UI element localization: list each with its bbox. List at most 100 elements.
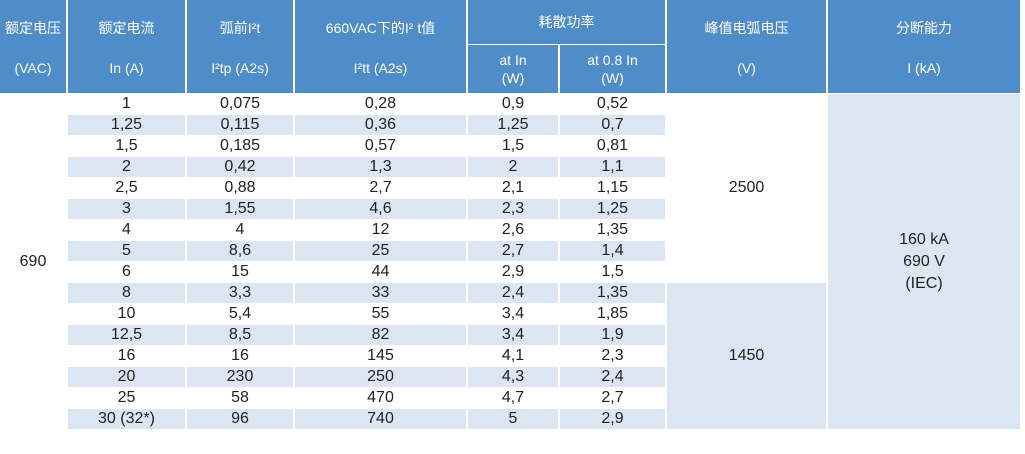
table-row: 30 (32*) 96 740 5 2,9 (0, 409, 1020, 429)
cell: 1,25 (560, 199, 665, 219)
header-title: at In (499, 52, 527, 68)
table-row: 10 5,4 55 3,4 1,85 (0, 304, 1020, 324)
cell: 82 (295, 325, 466, 345)
header-unit: (W) (501, 70, 525, 86)
cell: 0,81 (596, 137, 629, 154)
cell: 1,55 (187, 199, 293, 219)
cell: 4,3 (468, 367, 558, 387)
table-row: 1,5 0,185 0,57 1,5 0,81 (0, 136, 1020, 156)
table-row: 12,5 8,5 82 3,4 1,9 (0, 325, 1020, 345)
table-row: 25 58 470 4,7 2,7 (0, 388, 1020, 408)
cell: 3,4 (468, 325, 558, 345)
header-subcell: at In (W) (468, 45, 558, 93)
cell: 55 (371, 305, 390, 322)
table-row: 3 1,55 4,6 2,3 1,25 (0, 199, 1020, 219)
header-unit: I (kA) (907, 59, 941, 76)
cell: 1,9 (560, 325, 665, 345)
cell: 145 (367, 347, 394, 364)
rated-voltage: 690 (0, 94, 66, 429)
breaking-capacity: 160 kA 690 V (IEC) (828, 94, 1020, 429)
table-row: 690 1 0,075 0,28 0,9 0,52 2500 160 kA 690 V (IEC) (0, 94, 1020, 429)
cell: 2,4 (468, 283, 558, 303)
cell: 1,85 (596, 305, 629, 322)
cell: 5 (468, 409, 558, 429)
cell: 6 (122, 263, 131, 280)
header-unit: (VAC) (14, 59, 52, 76)
cell: 5,4 (228, 305, 252, 322)
cell: 1,3 (295, 157, 466, 177)
cell: 0,42 (187, 157, 293, 177)
cell: 16 (117, 347, 136, 364)
cell: 1,5 (601, 263, 624, 280)
cell: 1,1 (560, 157, 665, 177)
header-unit: I²tt (A2s) (353, 59, 408, 76)
cell: 2,3 (468, 199, 558, 219)
cell: 25 (295, 241, 466, 261)
cell: 0,52 (596, 95, 629, 112)
cell: 4 (235, 221, 245, 238)
cell: 4,7 (501, 389, 525, 406)
cell: 1,4 (560, 241, 665, 261)
cell: 2,9 (501, 263, 525, 280)
cell: 12 (371, 221, 390, 238)
header-title: 分断能力 (896, 19, 952, 36)
header-cell: 分断能力 I (kA) (828, 0, 1020, 93)
cell: 0,7 (560, 115, 665, 135)
table-row: 16 16 145 4,1 2,3 (0, 346, 1020, 366)
cell: 3,3 (187, 283, 293, 303)
cell: 3,4 (501, 305, 525, 322)
table-row: 5 8,6 25 2,7 1,4 (0, 241, 1020, 261)
cell: 0,9 (501, 95, 525, 112)
header-subcell: at 0.8 In (W) (560, 45, 665, 93)
header-unit: I²tp (A2s) (211, 59, 269, 76)
table-row: 2,5 0,88 2,7 2,1 1,15 (0, 178, 1020, 198)
cell: 1,25 (68, 115, 185, 135)
header-cell: 峰值电弧电压 (V) (667, 0, 826, 93)
header-unit: In (A) (109, 59, 144, 76)
cell: 0,36 (295, 115, 466, 135)
cell: 0,57 (364, 137, 397, 154)
arc-voltage: 2500 (667, 94, 826, 282)
header-title: 额定电流 (98, 19, 155, 36)
header-cell: 660VAC下的I² t值 I²tt (A2s) (295, 0, 466, 93)
cell: 0,185 (219, 137, 261, 154)
header-cell: 额定电流 In (A) (68, 0, 185, 93)
header-cell: 额定电压 (VAC) (0, 0, 66, 93)
cell: 20 (68, 367, 185, 387)
cell: 4 (122, 221, 131, 238)
cell: 0,075 (219, 95, 261, 112)
table-body: 690 1 0,075 0,28 0,9 0,52 2500 160 kA 690 V (IEC)… (0, 94, 1020, 429)
cell: 740 (295, 409, 466, 429)
cell: 10 (117, 305, 136, 322)
header-unit: (W) (601, 70, 624, 86)
cell: 2 (468, 157, 558, 177)
breaking-capacity-line: (IEC) (905, 274, 943, 292)
cell: 1,5 (115, 137, 138, 154)
cell: 2,3 (601, 347, 624, 364)
cell: 1,15 (596, 179, 629, 196)
cell: 96 (187, 409, 293, 429)
cell: 8 (68, 283, 185, 303)
cell: 2,5 (115, 179, 138, 196)
cell: 44 (371, 263, 390, 280)
table-row: 20 230 250 4,3 2,4 (0, 367, 1020, 387)
header-title: 额定电压 (5, 19, 61, 36)
cell: 1,25 (468, 115, 558, 135)
header-group: 耗散功率 (468, 0, 665, 44)
cell: 8,5 (187, 325, 293, 345)
cell: 2,4 (560, 367, 665, 387)
cell: 2,7 (601, 389, 624, 406)
cell: 2 (68, 157, 185, 177)
cell: 2,1 (501, 179, 525, 196)
arc-voltage: 1450 (667, 283, 826, 429)
table-row: 8 3,3 33 2,4 1,35 1450 (0, 283, 1020, 429)
breaking-capacity-line: 160 kA (899, 230, 949, 248)
cell: 0,88 (224, 179, 256, 196)
cell: 0,28 (364, 95, 397, 112)
cell: 0,115 (187, 115, 293, 135)
table-row: 1,25 0,115 0,36 1,25 0,7 (0, 115, 1020, 135)
cell: 25 (117, 389, 136, 406)
cell: 4,6 (295, 199, 466, 219)
cell: 2,6 (501, 221, 525, 238)
